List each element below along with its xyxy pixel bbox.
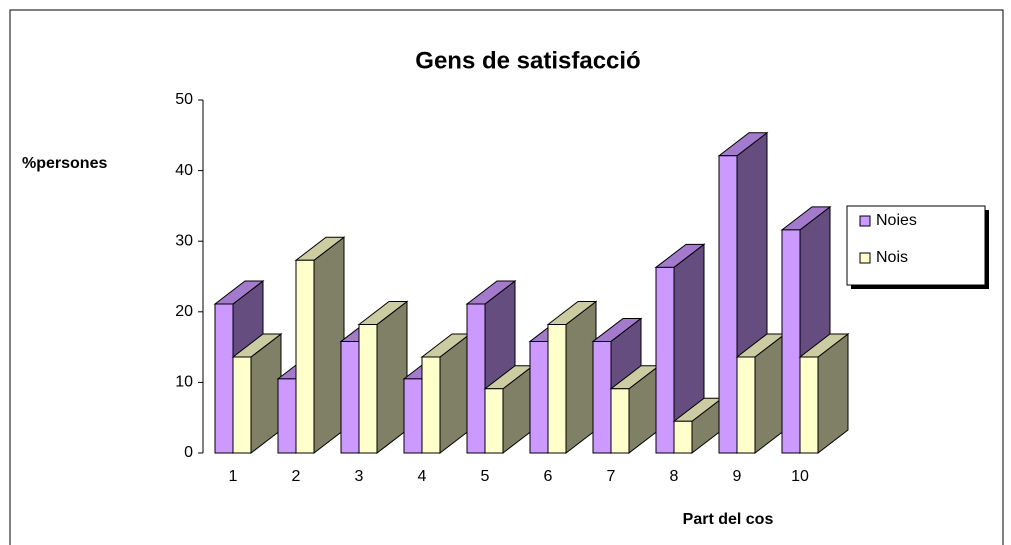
bar xyxy=(357,300,409,455)
legend-swatch xyxy=(859,252,871,264)
bar-front xyxy=(295,259,315,454)
y-axis-label: %persones xyxy=(22,155,107,172)
bar-front xyxy=(736,356,756,454)
bar xyxy=(294,236,346,455)
y-tick-label: 20 xyxy=(175,303,193,320)
bar-front xyxy=(718,155,738,454)
x-tick-label: 10 xyxy=(791,468,809,485)
bar-front xyxy=(610,388,630,454)
bar-front xyxy=(799,356,819,454)
bar-side xyxy=(565,300,597,455)
x-tick-label: 7 xyxy=(607,468,616,485)
x-tick-label: 9 xyxy=(733,468,742,485)
bar xyxy=(609,364,661,455)
bar-front xyxy=(529,340,549,454)
chart-title: Gens de satisfacció xyxy=(415,47,640,74)
y-tick-label: 50 xyxy=(175,91,193,108)
bar xyxy=(735,332,787,455)
x-tick-label: 8 xyxy=(670,468,679,485)
bar xyxy=(546,300,598,455)
bar-front xyxy=(403,378,423,454)
x-axis-label: Part del cos xyxy=(683,511,774,528)
legend-label: Noies xyxy=(876,212,917,229)
bar xyxy=(654,243,706,455)
bar xyxy=(798,332,850,455)
frame xyxy=(9,9,1004,545)
x-tick-label: 6 xyxy=(544,468,553,485)
x-tick-label: 4 xyxy=(418,468,427,485)
bar-front xyxy=(214,303,234,454)
x-tick-label: 1 xyxy=(229,468,238,485)
bar-front xyxy=(673,420,693,454)
bar-front xyxy=(421,356,441,454)
bar-front xyxy=(592,340,612,454)
legend-label: Nois xyxy=(876,249,908,266)
bar-front xyxy=(484,388,504,454)
bar-front xyxy=(547,324,567,454)
x-tick-label: 2 xyxy=(292,468,301,485)
x-tick-label: 3 xyxy=(355,468,364,485)
bar-front xyxy=(340,340,360,454)
bar-front xyxy=(232,356,252,454)
bar-side xyxy=(376,300,408,455)
y-tick-label: 40 xyxy=(175,162,193,179)
y-tick-label: 0 xyxy=(184,444,193,461)
bar-side xyxy=(313,236,345,455)
bar xyxy=(231,332,283,455)
bar-front xyxy=(358,324,378,454)
bar-front xyxy=(277,378,297,454)
y-tick-label: 30 xyxy=(175,232,193,249)
bar-front xyxy=(466,303,486,454)
bar xyxy=(672,397,724,455)
bar xyxy=(483,364,535,455)
legend-swatch xyxy=(859,215,871,227)
bar-front xyxy=(655,266,675,454)
y-tick-label: 10 xyxy=(175,374,193,391)
x-tick-label: 5 xyxy=(481,468,490,485)
bar-front xyxy=(781,229,801,454)
bar xyxy=(420,332,472,455)
